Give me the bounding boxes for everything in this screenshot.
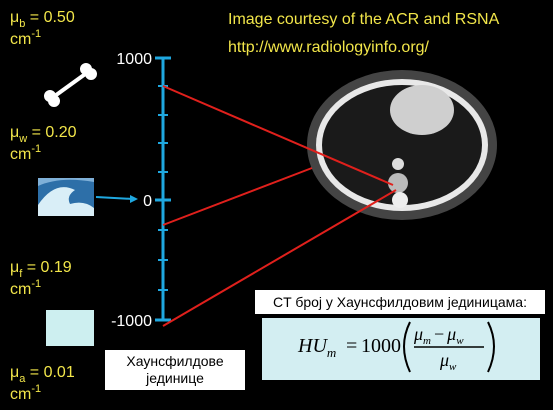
attenuation-value: μb = 0.50 (10, 9, 75, 30)
mu-sub: w (449, 361, 457, 373)
unit-exp: -1 (31, 278, 41, 290)
hu-scale (155, 56, 171, 322)
mu: μ (439, 350, 449, 370)
paren-left (403, 321, 411, 373)
scale-label: -1000 (111, 313, 152, 330)
red-arrows (162, 85, 397, 327)
scale-title: Хаунсфилдове (126, 353, 223, 369)
equals: = (346, 335, 357, 357)
subscript: f (19, 268, 23, 280)
ct-image (307, 70, 497, 220)
value: = 0.01 (25, 364, 74, 381)
symbol: μ (10, 364, 19, 381)
bone-icon (44, 63, 97, 107)
arrow-head (130, 195, 138, 203)
mu: μ (413, 324, 423, 344)
unit-base: cm (10, 146, 31, 163)
symbol: μ (10, 9, 19, 26)
unit: cm-1 (10, 278, 41, 298)
subscript: w (18, 133, 27, 145)
value: = 0.20 (27, 124, 76, 141)
label-box (105, 350, 245, 390)
coefficient: 1000 (361, 335, 401, 357)
credit-url: http://www.radiologyinfo.org/ (228, 39, 430, 56)
unit: cm-1 (10, 143, 41, 163)
mu-sub: m (423, 335, 431, 347)
unit-base: cm (10, 281, 31, 298)
attenuation-value: μw = 0.20 (10, 124, 77, 145)
caption-box (255, 290, 545, 314)
scale-title: јединице (145, 370, 204, 386)
paren-right (487, 321, 495, 373)
value: = 0.50 (25, 9, 74, 26)
formula-caption: CT број у Хаунсфилдовим јединицама: (273, 294, 527, 310)
unit-exp: -1 (31, 143, 41, 155)
denominator: μw (439, 350, 457, 373)
arrow (95, 196, 134, 200)
value: = 0.19 (22, 259, 71, 276)
subscript: b (19, 18, 25, 30)
lhs: HU (297, 335, 328, 357)
unit-exp: -1 (31, 383, 41, 395)
minus: − (434, 324, 444, 344)
unit-exp: -1 (31, 28, 41, 40)
lhs-sub: m (327, 345, 336, 360)
symbol: μ (10, 259, 19, 276)
mu: μ (446, 324, 456, 344)
attenuation-value: μa = 0.01 (10, 364, 75, 385)
unit-base: cm (10, 386, 31, 403)
unit: cm-1 (10, 28, 41, 48)
scale-label: 0 (143, 193, 152, 210)
attenuation-value: μf = 0.19 (10, 259, 72, 280)
unit-base: cm (10, 31, 31, 48)
subscript: a (19, 373, 26, 385)
mu-sub: w (456, 335, 464, 347)
scale-label: 1000 (116, 51, 152, 68)
numerator: μm − μw (413, 324, 464, 347)
wave-image (38, 178, 94, 216)
credit-line: Image courtesy of the ACR and RSNA (228, 11, 500, 28)
symbol: μ (10, 124, 19, 141)
fat-swatch (46, 310, 94, 346)
unit: cm-1 (10, 383, 41, 403)
formula-lhs: HUm (297, 335, 336, 360)
